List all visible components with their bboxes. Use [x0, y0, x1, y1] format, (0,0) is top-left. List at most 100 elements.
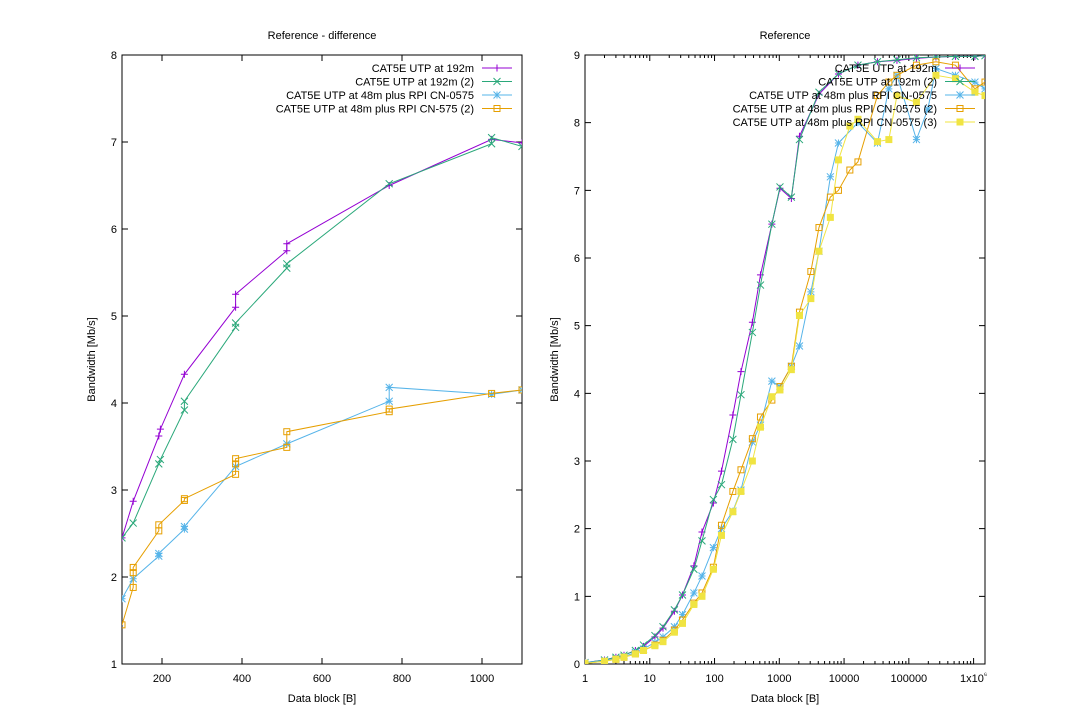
data-point [129, 569, 137, 577]
data-point [884, 84, 893, 93]
data-point [282, 259, 291, 268]
legend-label: CAT5E UTP at 48m plus RPI CN-575 (2) [276, 104, 474, 116]
data-point [283, 428, 291, 436]
data-point [122, 533, 126, 542]
data-point [787, 366, 795, 374]
data-point [488, 389, 496, 397]
data-point [717, 521, 725, 529]
data-point [981, 78, 985, 86]
data-point [717, 480, 726, 489]
data-point [122, 621, 126, 629]
data-point [698, 592, 706, 600]
data-point [795, 135, 804, 144]
data-point [893, 55, 901, 64]
data-point [155, 432, 163, 440]
data-point [807, 268, 815, 276]
y-tick-label: 1 [574, 591, 580, 603]
data-point [737, 368, 745, 376]
data-point [846, 166, 854, 174]
legend-marker [493, 77, 501, 86]
data-point [385, 383, 394, 392]
data-point [232, 460, 240, 468]
data-point [620, 653, 628, 661]
data-point [932, 71, 940, 79]
data-point [232, 470, 240, 478]
data-point [709, 495, 718, 504]
legend-label: CAT5E UTP at 48m plus RPI CN-0575 [286, 90, 474, 102]
data-point [912, 135, 921, 144]
series-2 [122, 133, 522, 542]
legend-marker [493, 64, 501, 72]
data-point [156, 425, 164, 433]
data-point [815, 247, 823, 255]
data-point [385, 405, 393, 413]
data-point [678, 610, 687, 619]
data-point [180, 495, 188, 503]
data-point [815, 224, 823, 232]
data-point [232, 303, 240, 311]
x-tick-label: 600 [313, 673, 331, 685]
data-point [873, 57, 882, 66]
data-point [670, 606, 679, 614]
data-point [231, 319, 240, 327]
data-point [971, 88, 979, 96]
legend-marker [956, 91, 964, 99]
legend-label: CAT5E UTP at 48m plus RPI CN-0575 (3) [733, 117, 937, 129]
data-point [795, 312, 803, 320]
y-tick-label: 9 [574, 50, 580, 62]
data-point [709, 543, 718, 552]
left-chart: Reference - difference 1 2 3 4 5 6 7 8 200 400 600 8… [86, 30, 523, 705]
data-point [122, 534, 126, 542]
x-tick-label: 1x10⁶ [960, 671, 987, 685]
data-point [232, 290, 240, 298]
y-tick-label: 3 [574, 456, 580, 468]
chart-title: Reference - difference [268, 30, 377, 42]
data-point [129, 583, 137, 591]
y-tick-label: 3 [111, 485, 117, 497]
y-tick-label: 2 [574, 524, 580, 536]
data-point [807, 287, 815, 296]
series-5 [585, 71, 985, 664]
data-point [885, 136, 893, 144]
data-point [971, 78, 979, 86]
data-point [729, 508, 737, 516]
x-tick-label: 10 [644, 673, 656, 685]
data-point [698, 536, 706, 545]
plot-area [585, 55, 985, 664]
x-axis-title: Data block [B] [288, 693, 356, 705]
series-1 [122, 135, 522, 542]
data-point [729, 487, 737, 495]
data-point [834, 156, 842, 164]
data-point [834, 70, 843, 78]
data-point [981, 92, 985, 100]
data-point [854, 115, 862, 123]
legend-marker [956, 105, 964, 112]
y-tick-label: 1 [111, 659, 117, 671]
legend-marker [493, 105, 501, 112]
data-point [659, 622, 667, 631]
x-tick-label: 10000 [829, 673, 860, 685]
data-point [737, 390, 745, 399]
data-point [748, 318, 756, 326]
y-axis-title: Bandwidth [Mb/s] [549, 317, 561, 401]
data-point [815, 88, 823, 97]
data-point [756, 281, 765, 289]
data-point [787, 193, 796, 201]
data-point [283, 247, 291, 255]
data-point [923, 105, 932, 113]
y-tick-label: 0 [574, 659, 580, 671]
data-point [776, 386, 784, 394]
data-point [717, 531, 725, 539]
data-point [518, 142, 522, 151]
data-point [951, 55, 960, 61]
data-point [518, 139, 522, 147]
data-point [690, 589, 698, 597]
data-point [678, 591, 687, 599]
data-point [737, 466, 745, 474]
y-axis-title: Bandwidth [Mb/s] [86, 317, 98, 401]
data-point [659, 624, 667, 632]
x-tick-label: 200 [153, 673, 171, 685]
data-point [717, 467, 725, 475]
y-tick-label: 6 [574, 253, 580, 265]
